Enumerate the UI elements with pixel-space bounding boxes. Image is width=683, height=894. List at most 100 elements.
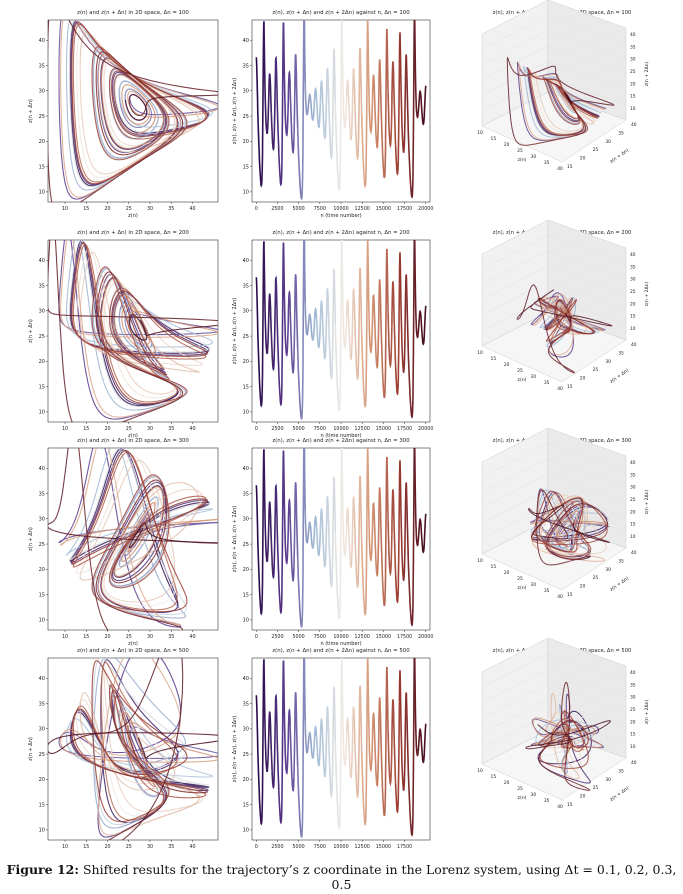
- grid-line: [547, 235, 627, 264]
- timeseries-segment: [296, 556, 303, 628]
- trajectory-segment: [560, 681, 591, 791]
- timeseries-segment: [274, 275, 280, 373]
- timeseries-segment: [334, 531, 340, 618]
- figure-grid: z(n) and z(n + Δn) in 2D space, Δn = 100…: [28, 0, 650, 850]
- timeseries-segment: [409, 448, 416, 627]
- trajectory-segment: [58, 20, 218, 116]
- grid-line: [481, 296, 549, 331]
- y-tick-label: 25: [243, 752, 249, 758]
- panel-title: z(n) and z(n + Δn) in 2D space, Δn = 200: [77, 230, 189, 236]
- x-tick-label: 25: [517, 576, 523, 582]
- timeseries-segment: [349, 496, 355, 570]
- x-tick-label: 30: [531, 792, 537, 798]
- trajectory-segment: [547, 314, 572, 363]
- trajectory-segment: [108, 784, 168, 840]
- timeseries-segment: [304, 720, 310, 754]
- x-tick-label: 15: [491, 136, 497, 142]
- z-tick-label: 25: [630, 707, 636, 713]
- x-tick-label: 12500: [355, 634, 370, 640]
- grid-line: [481, 235, 549, 270]
- trajectory-segment: [71, 22, 205, 185]
- trajectory-segment: [85, 448, 187, 616]
- x-tick-label: 35: [544, 160, 550, 166]
- y-axis-label: z(n + Δn): [28, 99, 34, 123]
- timeseries-segment: [296, 128, 303, 200]
- grid-line: [481, 61, 549, 96]
- x-tick-label: 30: [531, 582, 537, 588]
- trajectory-segment: [532, 717, 603, 746]
- x-tick-label: 2500: [271, 426, 283, 432]
- y-tick-label: 40: [243, 258, 249, 264]
- timeseries-segment: [304, 82, 310, 116]
- x-tick-label: 10: [477, 130, 483, 136]
- trajectory-group: [525, 681, 611, 791]
- x-tick-label: 40: [557, 804, 563, 810]
- x-tick-label: 20: [104, 206, 110, 212]
- y-tick-label: 35: [39, 63, 45, 69]
- timeseries-segment: [327, 71, 333, 160]
- x-tick-label: 40: [189, 634, 195, 640]
- z-tick-label: 30: [630, 695, 636, 701]
- y-tick-label: 10: [243, 190, 249, 196]
- y-tick-label: 10: [39, 618, 45, 624]
- trajectory-segment: [72, 689, 207, 799]
- timeseries-segment: [319, 300, 325, 352]
- timeseries-segment: [342, 83, 348, 129]
- x-tick-label: 5000: [293, 426, 305, 432]
- timeseries-segment: [259, 21, 265, 188]
- timeseries-segment: [391, 699, 397, 784]
- timeseries-segment: [274, 693, 280, 791]
- x-tick-label: 15: [83, 634, 89, 640]
- y-tick-label: 20: [243, 777, 249, 783]
- timeseries-segment: [300, 658, 306, 839]
- trajectory-segment: [556, 301, 572, 330]
- plot-frame: [47, 447, 219, 631]
- figure-caption: Figure 12: Shifted results for the traje…: [0, 862, 683, 892]
- x-tick-label: 10000: [333, 634, 348, 640]
- trajectory-segment: [555, 299, 595, 335]
- y-tick-label: 20: [580, 156, 586, 162]
- timeseries-segment: [364, 20, 371, 186]
- y-tick-label: 10: [243, 618, 249, 624]
- panel-title: z(n) and z(n + Δn) in 2D space, Δn = 300: [77, 438, 189, 444]
- x-tick-label: 35: [168, 844, 174, 850]
- y-axis-label: z(n + Δn): [609, 575, 630, 592]
- z-axis-label: z(n + 2Δn): [644, 699, 650, 724]
- x-tick-label: 25: [126, 206, 132, 212]
- grid-line: [481, 489, 549, 524]
- trajectory-segment: [58, 726, 218, 759]
- trajectory-segment: [79, 63, 176, 175]
- x-tick-label: 10: [477, 768, 483, 774]
- caption-text: Shifted results for the trajectory’s z c…: [82, 862, 677, 892]
- grid-line: [547, 61, 627, 90]
- x-tick-label: 10000: [333, 206, 348, 212]
- timeseries-segment: [421, 85, 427, 126]
- timeseries-segment: [266, 73, 273, 131]
- timeseries-segment: [266, 501, 273, 559]
- trajectory-segment: [76, 698, 164, 785]
- y-tick-label: 40: [39, 258, 45, 264]
- x-tick-label: 30: [147, 426, 153, 432]
- panel-r4-3d: z(n), z(n + Δn) and z(n + 2Δn) in 3D spa…: [477, 637, 650, 810]
- timeseries-segment: [263, 659, 269, 772]
- x-tick-label: 15: [83, 844, 89, 850]
- timeseries-segment: [278, 734, 284, 825]
- timeseries-segment: [364, 448, 371, 614]
- timeseries-segment: [266, 293, 273, 351]
- x-tick-label: 2500: [271, 844, 283, 850]
- timeseries-segment: [327, 709, 333, 798]
- timeseries-segment: [353, 298, 359, 381]
- x-tick-label: 15: [491, 774, 497, 780]
- grid-line: [481, 683, 549, 719]
- x-tick-label: 10: [62, 844, 68, 850]
- trajectory-segment: [65, 718, 149, 775]
- trajectory-segment: [121, 84, 155, 125]
- grid-line: [547, 15, 627, 44]
- trajectory-segment: [92, 658, 186, 829]
- trajectory-segment: [137, 737, 217, 759]
- timeseries-segment: [360, 334, 367, 408]
- floor-pane: [481, 311, 627, 383]
- trajectory-segment: [531, 488, 605, 562]
- timeseries-segment: [338, 240, 344, 412]
- y-tick-label: 15: [39, 592, 45, 598]
